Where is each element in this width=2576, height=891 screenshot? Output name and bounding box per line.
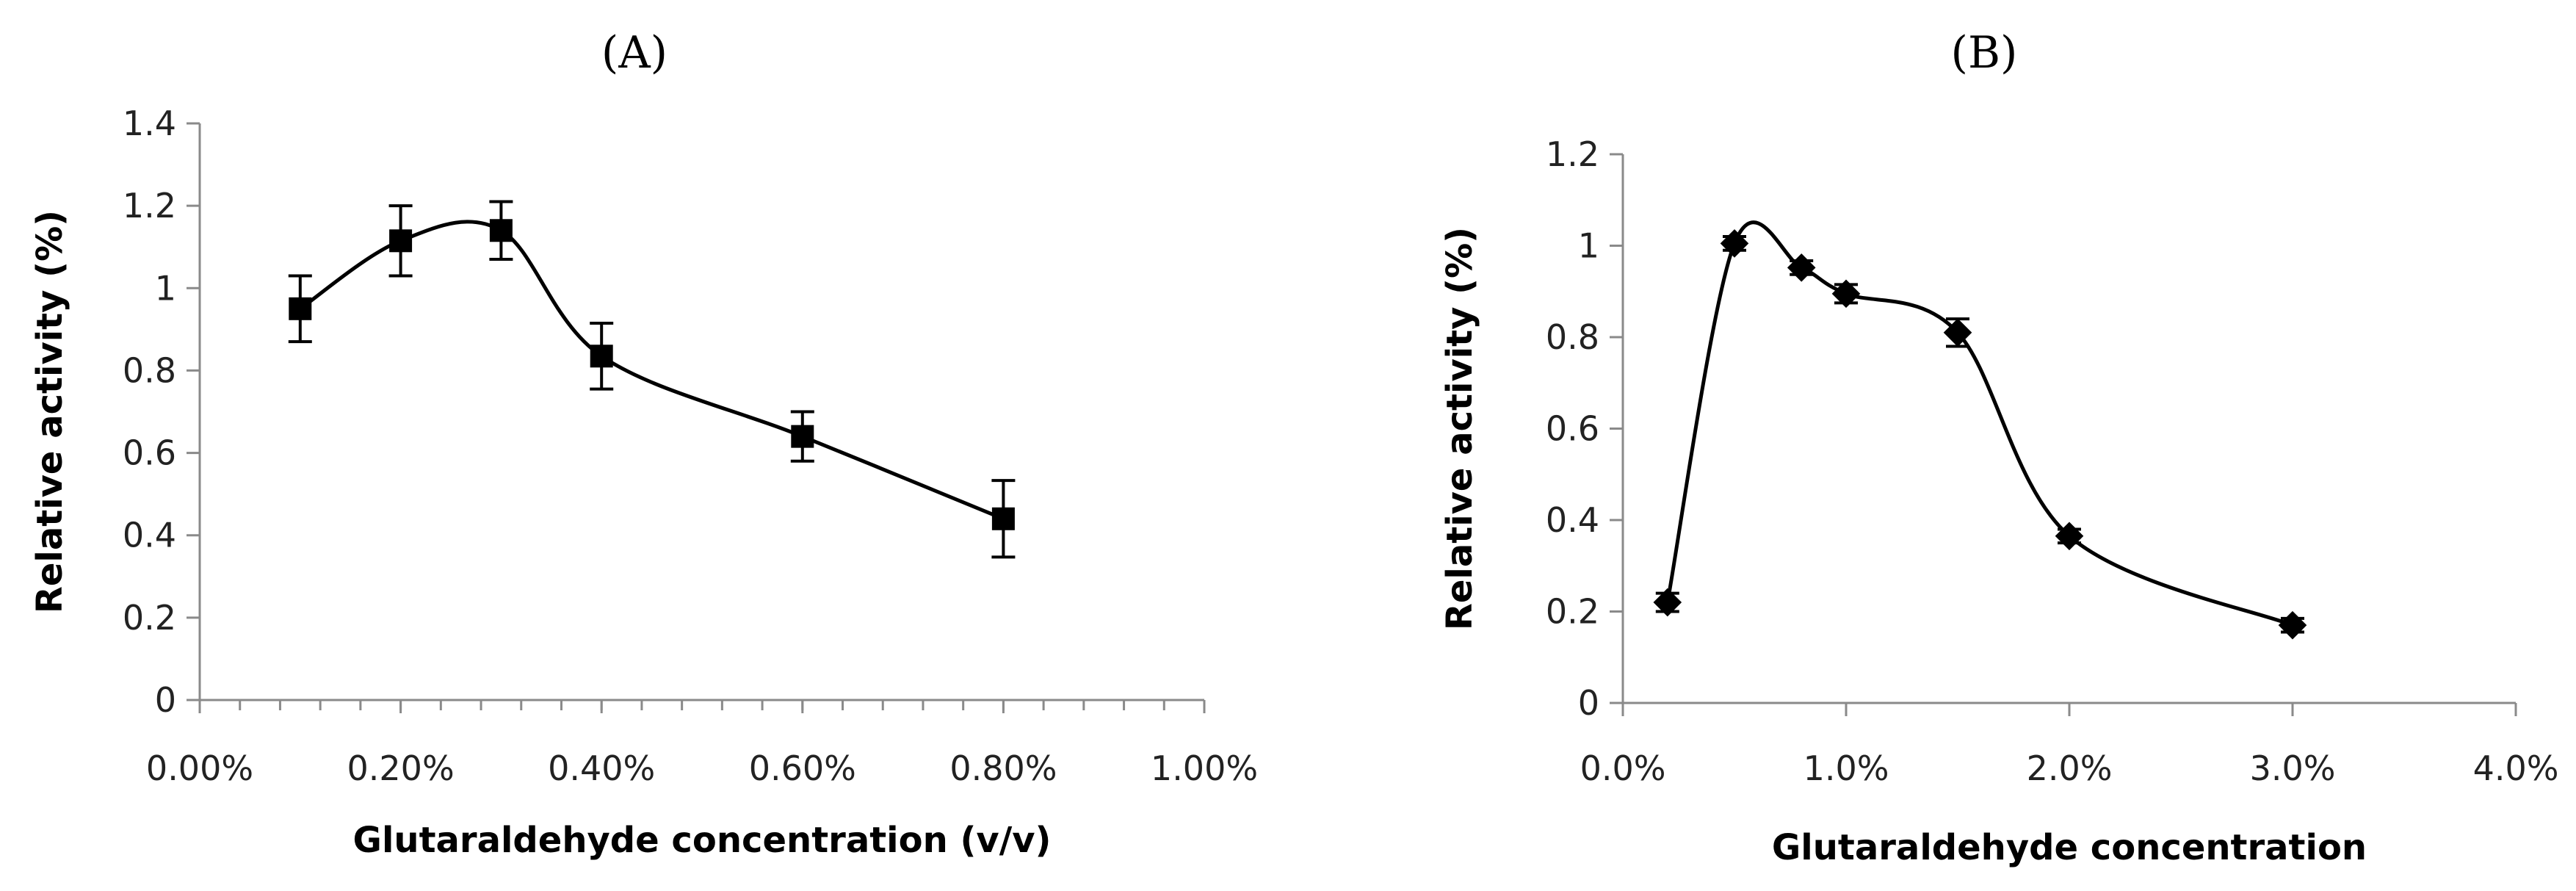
chart-a-svg: (A) 0 0.2 0.4 0.6 0.8 1 1.2 1.4 0.00% 0.20% 0.40% 0.… — [29, 27, 1258, 861]
chart-a-x-axis-label: Glutaraldehyde concentration (v/v) — [353, 820, 1052, 861]
chart-a-y-tick-label: 0.8 — [123, 350, 176, 390]
chart-a-data-point — [389, 229, 413, 253]
chart-a-x-tick-label: 0.60% — [749, 748, 856, 788]
chart-b-svg: (B) 0 0.2 0.4 0.6 0.8 1 1.2 0.0% 1.0% 2.0% 3.0% 4.0%… — [1439, 27, 2559, 868]
chart-b-data-point — [2055, 522, 2084, 551]
chart-a-data-point — [791, 425, 814, 448]
chart-panel-a: (A) 0 0.2 0.4 0.6 0.8 1 1.2 1.4 0.00% 0.20% 0.40% 0.… — [29, 27, 1258, 861]
chart-b-y-axis-label: Relative activity (%) — [1439, 227, 1480, 630]
chart-a-x-tick-label: 1.00% — [1151, 748, 1258, 788]
chart-b-x-tick-label: 4.0% — [2473, 748, 2559, 788]
chart-b-x-tick-label: 2.0% — [2027, 748, 2113, 788]
chart-b-y-tick-label: 0.2 — [1546, 592, 1599, 632]
chart-a-x-tick-label: 0.00% — [146, 748, 253, 788]
chart-a-data-point — [590, 345, 613, 368]
chart-a-x-tick-label: 0.80% — [949, 748, 1057, 788]
chart-b-data-point — [1720, 229, 1749, 258]
chart-b-panel-label: (B) — [1951, 27, 2018, 79]
chart-a-x-tick-label: 0.40% — [548, 748, 655, 788]
chart-b-x-tick-label: 0.0% — [1580, 748, 1666, 788]
chart-b-y-tick-label: 0.6 — [1546, 409, 1599, 449]
chart-b-y-tick-label: 1.2 — [1546, 134, 1599, 174]
chart-b-x-axis-label: Glutaraldehyde concentration — [1772, 827, 2367, 868]
chart-a-data-point — [489, 219, 513, 242]
chart-b-y-tick-label: 0 — [1578, 683, 1599, 723]
chart-a-y-tick-label: 0.2 — [123, 598, 176, 638]
chart-b-y-tick-label: 0.4 — [1546, 500, 1599, 540]
chart-a-series-line — [299, 220, 1005, 521]
chart-b-data-point — [2278, 610, 2307, 640]
chart-a-x-tick-label: 0.20% — [347, 748, 455, 788]
chart-a-data-point — [289, 297, 312, 320]
chart-a-panel-label: (A) — [601, 27, 667, 79]
chart-panel-b: (B) 0 0.2 0.4 0.6 0.8 1 1.2 0.0% 1.0% 2.0% 3.0% 4.0%… — [1288, 0, 2576, 891]
chart-a-y-tick-label: 1.4 — [123, 104, 176, 143]
chart-b-data-point — [1653, 588, 1682, 617]
chart-a-y-tick-label: 0 — [155, 680, 176, 720]
chart-a-y-tick-label: 1.2 — [123, 186, 176, 226]
chart-b-data-point — [1787, 253, 1816, 282]
chart-b-data-point — [1943, 318, 1972, 347]
chart-a-y-tick-label: 0.4 — [123, 516, 176, 555]
chart-a-y-tick-label: 0.6 — [123, 433, 176, 473]
chart-a-data-point — [991, 507, 1015, 530]
chart-b-x-tick-label: 3.0% — [2250, 748, 2336, 788]
chart-a-y-tick-label: 1 — [155, 268, 176, 308]
chart-a-y-axis-label: Relative activity (%) — [29, 210, 70, 613]
chart-b-data-point — [1831, 279, 1861, 309]
chart-b-y-tick-label: 0.8 — [1546, 317, 1599, 357]
chart-b-series-line — [1665, 220, 2293, 627]
chart-b-x-tick-label: 1.0% — [1803, 748, 1889, 788]
chart-b-y-tick-label: 1 — [1578, 226, 1599, 266]
